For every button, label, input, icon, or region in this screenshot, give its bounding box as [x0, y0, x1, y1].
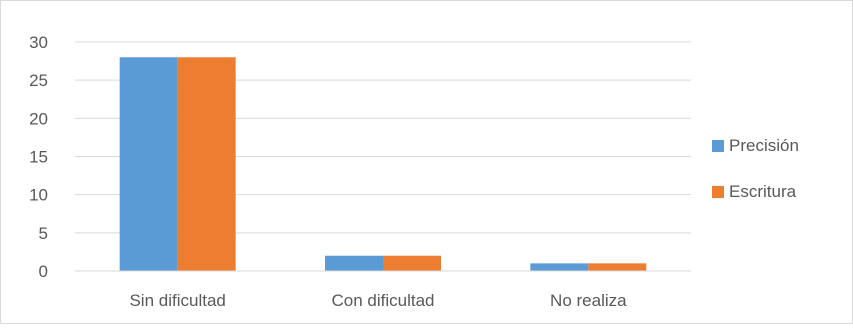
y-tick-label: 30 [29, 33, 48, 52]
legend-item[interactable]: Precisión [712, 136, 799, 155]
legend-swatch [712, 186, 724, 198]
y-tick-label: 25 [29, 71, 48, 90]
bar-2-1 [588, 263, 647, 271]
y-tick-label: 5 [39, 224, 48, 243]
x-tick-label: Con dificultad [331, 291, 434, 310]
bar-chart: 0 5 10 15 20 25 30 Sin dificultad Con dificulta… [29, 33, 799, 310]
y-tick-label: 20 [29, 109, 48, 128]
bar-0-1 [177, 57, 236, 272]
bar-0-0 [119, 57, 178, 272]
y-axis-tick-labels: 0 5 10 15 20 25 30 [29, 33, 48, 281]
legend-label: Escritura [729, 182, 797, 201]
y-tick-label: 0 [39, 262, 48, 281]
bars [119, 57, 647, 272]
bar-1-1 [383, 255, 441, 271]
legend-swatch [712, 140, 724, 152]
x-tick-label: Sin dificultad [129, 291, 225, 310]
x-tick-label: No realiza [550, 291, 627, 310]
legend[interactable]: Precisión Escritura [712, 136, 799, 201]
bar-1-0 [325, 255, 383, 271]
y-tick-label: 15 [29, 148, 48, 167]
legend-label: Precisión [729, 136, 799, 155]
bar-2-0 [530, 263, 589, 271]
y-tick-label: 10 [29, 186, 48, 205]
legend-item[interactable]: Escritura [712, 182, 797, 201]
x-axis: Sin dificultad Con dificultad No realiza [75, 270, 691, 310]
